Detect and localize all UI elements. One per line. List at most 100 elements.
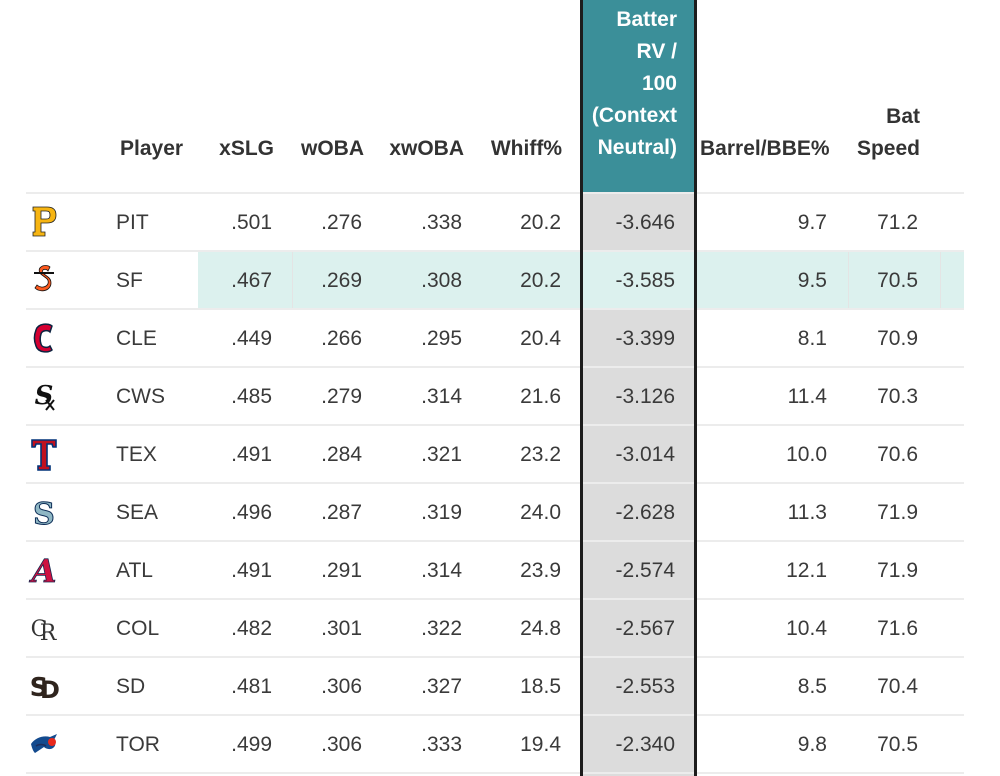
batter-rv-cell: -2.340 [615,733,675,756]
xslg-cell: .481 [231,675,272,698]
padres-logo-icon: SD [30,673,60,704]
batter-rv-cell: -2.567 [615,617,675,640]
batter-rv-cell: -2.574 [615,559,675,582]
svg-text:S: S [30,673,49,703]
xslg-cell: .467 [231,269,272,292]
xslg-cell: .482 [231,617,272,640]
whiff-cell: 23.9 [520,559,561,582]
team-cell: CWS [116,385,165,408]
row-divider [26,250,964,252]
braves-logo-icon: A [28,552,57,588]
xwoba-cell: .322 [421,617,462,640]
batter-rv-cell: -3.126 [615,385,675,408]
header-xslg[interactable]: xSLG [219,137,274,160]
row-divider [26,772,964,774]
woba-cell: .306 [321,675,362,698]
xwoba-cell: .314 [421,559,462,582]
whiff-cell: 20.2 [520,269,561,292]
rangers-logo-icon [31,439,57,471]
xwoba-cell: .338 [421,211,462,234]
team-cell: ATL [116,559,153,582]
bat-speed-cell: 71.9 [877,559,918,582]
highlight-column-header-background [583,0,694,192]
whiff-cell: 21.6 [520,385,561,408]
woba-cell: .301 [321,617,362,640]
bat-speed-cell: 71.9 [877,501,918,524]
row-divider [26,656,964,658]
row-divider [26,308,964,310]
whiff-cell: 19.4 [520,733,561,756]
column-border-left [580,0,583,776]
whiff-cell: 20.2 [520,211,561,234]
whiff-cell: 18.5 [520,675,561,698]
header-xwoba[interactable]: xwOBA [389,137,464,160]
svg-text:C: C [31,617,48,642]
whiff-cell: 23.2 [520,443,561,466]
xslg-cell: .501 [231,211,272,234]
rockies-logo-icon: CR [31,617,58,646]
barrel-bbe-cell: 11.4 [787,385,827,408]
batter-rv-cell: -3.014 [615,443,675,466]
cell-divider [940,252,941,308]
row-divider [26,540,964,542]
row-divider [26,192,964,194]
xslg-cell: .499 [231,733,272,756]
team-cell: CLE [116,327,157,350]
barrel-bbe-cell: 9.5 [797,269,827,292]
woba-cell: .276 [321,211,362,234]
xslg-cell: .496 [231,501,272,524]
xslg-cell: .449 [231,327,272,350]
header-batter-rv[interactable]: Batter RV / 100 (Context Neutral) [591,8,677,159]
bat-speed-cell: 70.9 [877,327,918,350]
column-border-right [694,0,697,776]
team-cell: SD [116,675,146,698]
batter-rv-cell: -2.628 [615,501,675,524]
barrel-bbe-cell: 8.5 [797,675,827,698]
cell-divider [848,252,849,308]
team-cell: SF [116,269,143,292]
blue-jays-logo-icon [31,734,57,753]
woba-cell: .291 [321,559,362,582]
row-divider [26,424,964,426]
header-whiff[interactable]: Whiff% [490,137,562,160]
whiff-cell: 24.8 [520,617,561,640]
bat-speed-cell: 71.6 [877,617,918,640]
white-sox-logo-icon: S [35,381,55,411]
xslg-cell: .485 [231,385,272,408]
barrel-bbe-cell: 12.1 [786,559,827,582]
xslg-cell: .491 [231,443,272,466]
pirates-logo-icon [32,206,57,237]
xwoba-cell: .314 [421,385,462,408]
batter-rv-cell: -3.646 [615,211,675,234]
header-barrel-bbe[interactable]: Barrel/BBE% [700,137,830,160]
batter-rv-cell: -3.585 [615,269,675,292]
batter-rv-cell: -3.399 [615,327,675,350]
mariners-logo-icon: S [33,497,56,531]
bat-speed-cell: 70.4 [877,675,918,698]
xwoba-cell: .308 [421,269,462,292]
xwoba-cell: .327 [421,675,462,698]
giants-logo-icon [34,265,54,292]
woba-cell: .269 [321,269,362,292]
header-player[interactable]: Player [120,137,184,160]
header-woba[interactable]: wOBA [301,137,364,160]
bat-speed-cell: 70.6 [877,443,918,466]
team-cell: SEA [116,501,159,524]
header-bat-speed[interactable]: Bat Speed [856,105,920,160]
row-divider [26,714,964,716]
cell-divider [292,252,293,308]
xwoba-cell: .319 [421,501,462,524]
barrel-bbe-cell: 11.3 [787,501,827,524]
team-cell: TOR [116,733,160,756]
team-cell: COL [116,617,160,640]
xwoba-cell: .333 [421,733,462,756]
guardians-logo-icon [33,323,53,353]
woba-cell: .279 [321,385,362,408]
whiff-cell: 24.0 [520,501,561,524]
team-cell: PIT [116,211,149,234]
bat-speed-cell: 70.3 [877,385,918,408]
batter-rv-cell: -2.553 [615,675,675,698]
svg-text:A: A [29,552,57,588]
barrel-bbe-cell: 10.0 [786,443,827,466]
